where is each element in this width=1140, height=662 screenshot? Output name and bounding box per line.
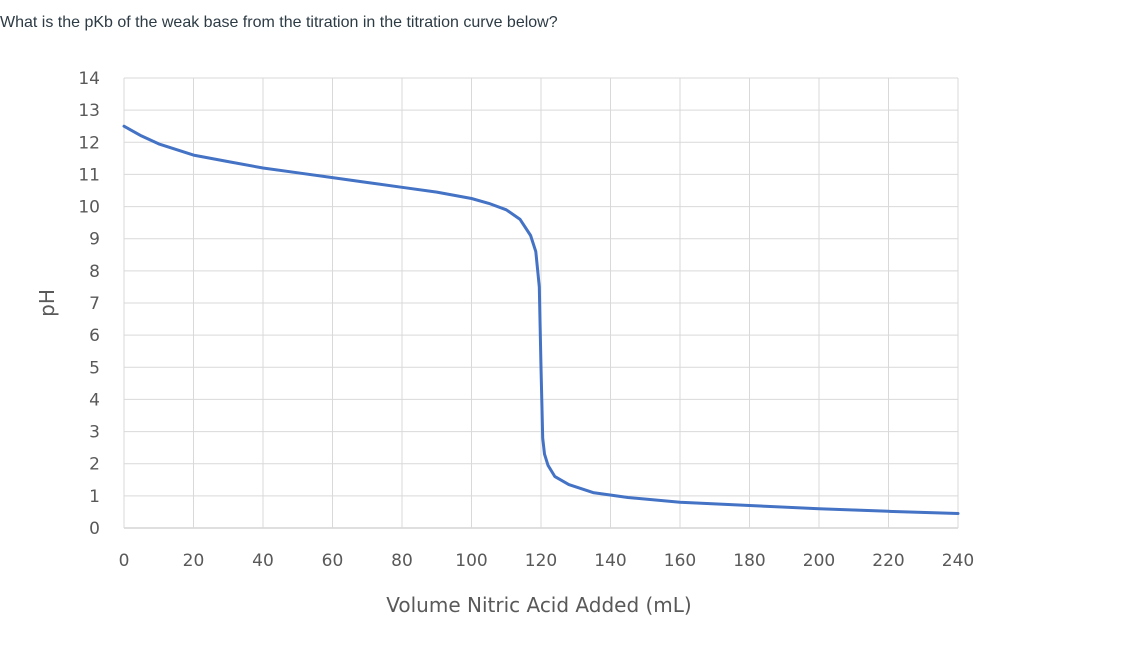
x-tick-label: 180 (733, 551, 765, 571)
x-tick-label: 100 (455, 551, 487, 571)
x-tick-label: 140 (594, 551, 626, 571)
x-tick-label: 120 (525, 551, 557, 571)
x-axis-label: Volume Nitric Acid Added (mL) (386, 593, 691, 617)
y-tick-label: 12 (78, 133, 100, 153)
y-tick-label: 4 (89, 390, 100, 410)
y-tick-label: 7 (89, 294, 100, 314)
question-text: What is the pKb of the weak base from th… (0, 14, 558, 31)
y-tick-label: 11 (78, 165, 100, 185)
y-tick-label: 14 (78, 69, 100, 89)
y-axis-label: pH (35, 289, 59, 317)
y-tick-label: 0 (89, 519, 100, 539)
y-tick-label: 1 (89, 487, 100, 507)
x-tick-label: 40 (252, 551, 274, 571)
y-tick-label: 5 (89, 358, 100, 378)
x-tick-label: 20 (183, 551, 205, 571)
x-tick-label: 80 (391, 551, 413, 571)
x-tick-label: 200 (803, 551, 835, 571)
x-tick-label: 60 (322, 551, 344, 571)
x-tick-label: 220 (872, 551, 904, 571)
x-tick-label: 160 (664, 551, 696, 571)
y-tick-label: 2 (89, 455, 100, 475)
y-tick-label: 10 (78, 198, 100, 218)
y-tick-label: 3 (89, 423, 100, 443)
y-tick-label: 6 (89, 326, 100, 346)
y-tick-label: 13 (78, 101, 100, 121)
x-tick-label: 0 (119, 551, 130, 571)
chart-gridlines (123, 77, 959, 529)
y-tick-label: 9 (89, 230, 100, 250)
x-tick-label: 240 (942, 551, 974, 571)
y-tick-label: 8 (89, 262, 100, 282)
series-line (122, 124, 960, 515)
x-axis-ticks: 0 20 40 60 80 100 120 140 160 180 200 220 240 (119, 551, 975, 571)
